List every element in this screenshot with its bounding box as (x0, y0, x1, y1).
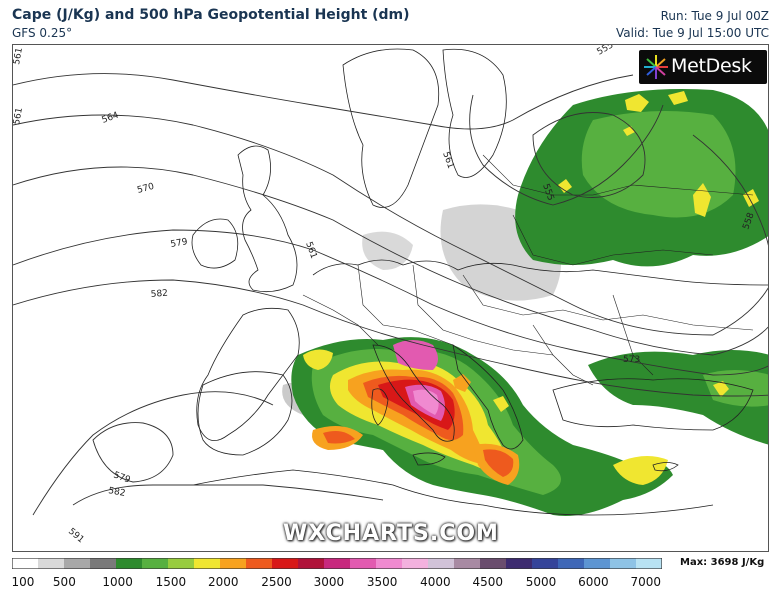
max-value-label: Max: 3698 J/Kg (680, 557, 765, 568)
colorbar-tick-label: 7000 (630, 575, 662, 589)
colorbar-cell (532, 558, 559, 569)
contour-label: 573 (623, 355, 640, 365)
colorbar-cell (376, 558, 403, 569)
colorbar-tick-label: 3500 (366, 575, 398, 589)
metdesk-logo-text: MetDesk (671, 55, 752, 77)
geopotential-contours (13, 73, 768, 516)
colorbar-tick-label: 2500 (261, 575, 292, 589)
weather-map: 561 561 564 570 579 582 555 561 579 582 … (12, 44, 769, 552)
colorbar-tick-label: 6000 (578, 575, 609, 589)
contour-label: 579 (170, 237, 189, 250)
colorbar-tick-label: 1000 (102, 575, 133, 589)
colorbar-tick-label: 1500 (155, 575, 187, 589)
colorbar-cell (454, 558, 481, 569)
colorbar-cell (584, 558, 611, 569)
colorbar-cell (194, 558, 221, 569)
colorbar-cell (246, 558, 273, 569)
colorbar-cell (298, 558, 325, 569)
colorbar-tick-label: 100 (11, 575, 35, 589)
colorbar-tick-label: 500 (52, 575, 76, 589)
contour-label: 561 (13, 107, 25, 126)
valid-time: Valid: Tue 9 Jul 15:00 UTC (615, 26, 769, 40)
colorbar-tick-labels: 100 500 1000 1500 2000 2500 3000 3500 4000 4500 50… (0, 575, 781, 591)
colorbar-cell (64, 558, 91, 569)
map-canvas: 561 561 564 570 579 582 555 561 579 582 … (13, 45, 768, 546)
metdesk-logo: MetDesk (639, 50, 767, 84)
colorbar-cell (402, 558, 429, 569)
contour-label: 555 (596, 45, 616, 58)
colorbar-cell (350, 558, 377, 569)
cape-shading (282, 89, 768, 516)
contour-label: 561 (303, 241, 318, 261)
colorbar-tick-label: 4500 (472, 575, 504, 589)
colorbar-cell (558, 558, 585, 569)
colorbar-cell (636, 558, 662, 569)
coastlines (191, 48, 768, 516)
run-time: Run: Tue 9 Jul 00Z (660, 9, 769, 23)
chart-title: Cape (J/Kg) and 500 hPa Geopotential Hei… (12, 7, 410, 23)
colorbar-cell (38, 558, 65, 569)
contour-label: 591 (66, 527, 86, 546)
contour-label: 564 (101, 110, 121, 125)
colorbar-cell (116, 558, 143, 569)
chart-header: Cape (J/Kg) and 500 hPa Geopotential Hei… (0, 0, 781, 46)
colorbar-cell (610, 558, 637, 569)
colorbar-cell (324, 558, 351, 569)
contour-label: 582 (150, 289, 168, 300)
colorbar-tick-label: 2000 (207, 575, 239, 589)
colorbar-cell (220, 558, 247, 569)
colorbar-tick-label: 3000 (313, 575, 345, 589)
contour-label: 582 (107, 486, 126, 499)
contour-label: 561 (440, 151, 455, 171)
contour-label: 579 (112, 470, 132, 485)
model-label: GFS 0.25° (12, 26, 73, 40)
colorbar-cell (90, 558, 117, 569)
colorbar-cell (142, 558, 169, 569)
colorbar-cell (506, 558, 533, 569)
colorbar-cell (12, 558, 39, 569)
colorbar-tick-label: 5000 (525, 575, 557, 589)
colorbar-cell (480, 558, 507, 569)
colorbar-cell (428, 558, 455, 569)
wxcharts-watermark: WXCHARTS.COM (283, 521, 499, 546)
contour-label: 570 (136, 182, 155, 196)
colorbar (12, 558, 662, 569)
colorbar-tick-label: 4000 (420, 575, 451, 589)
colorbar-cell (168, 558, 195, 569)
contour-label: 561 (13, 47, 25, 66)
colorbar-cell (272, 558, 299, 569)
metdesk-logo-icon (644, 55, 668, 79)
